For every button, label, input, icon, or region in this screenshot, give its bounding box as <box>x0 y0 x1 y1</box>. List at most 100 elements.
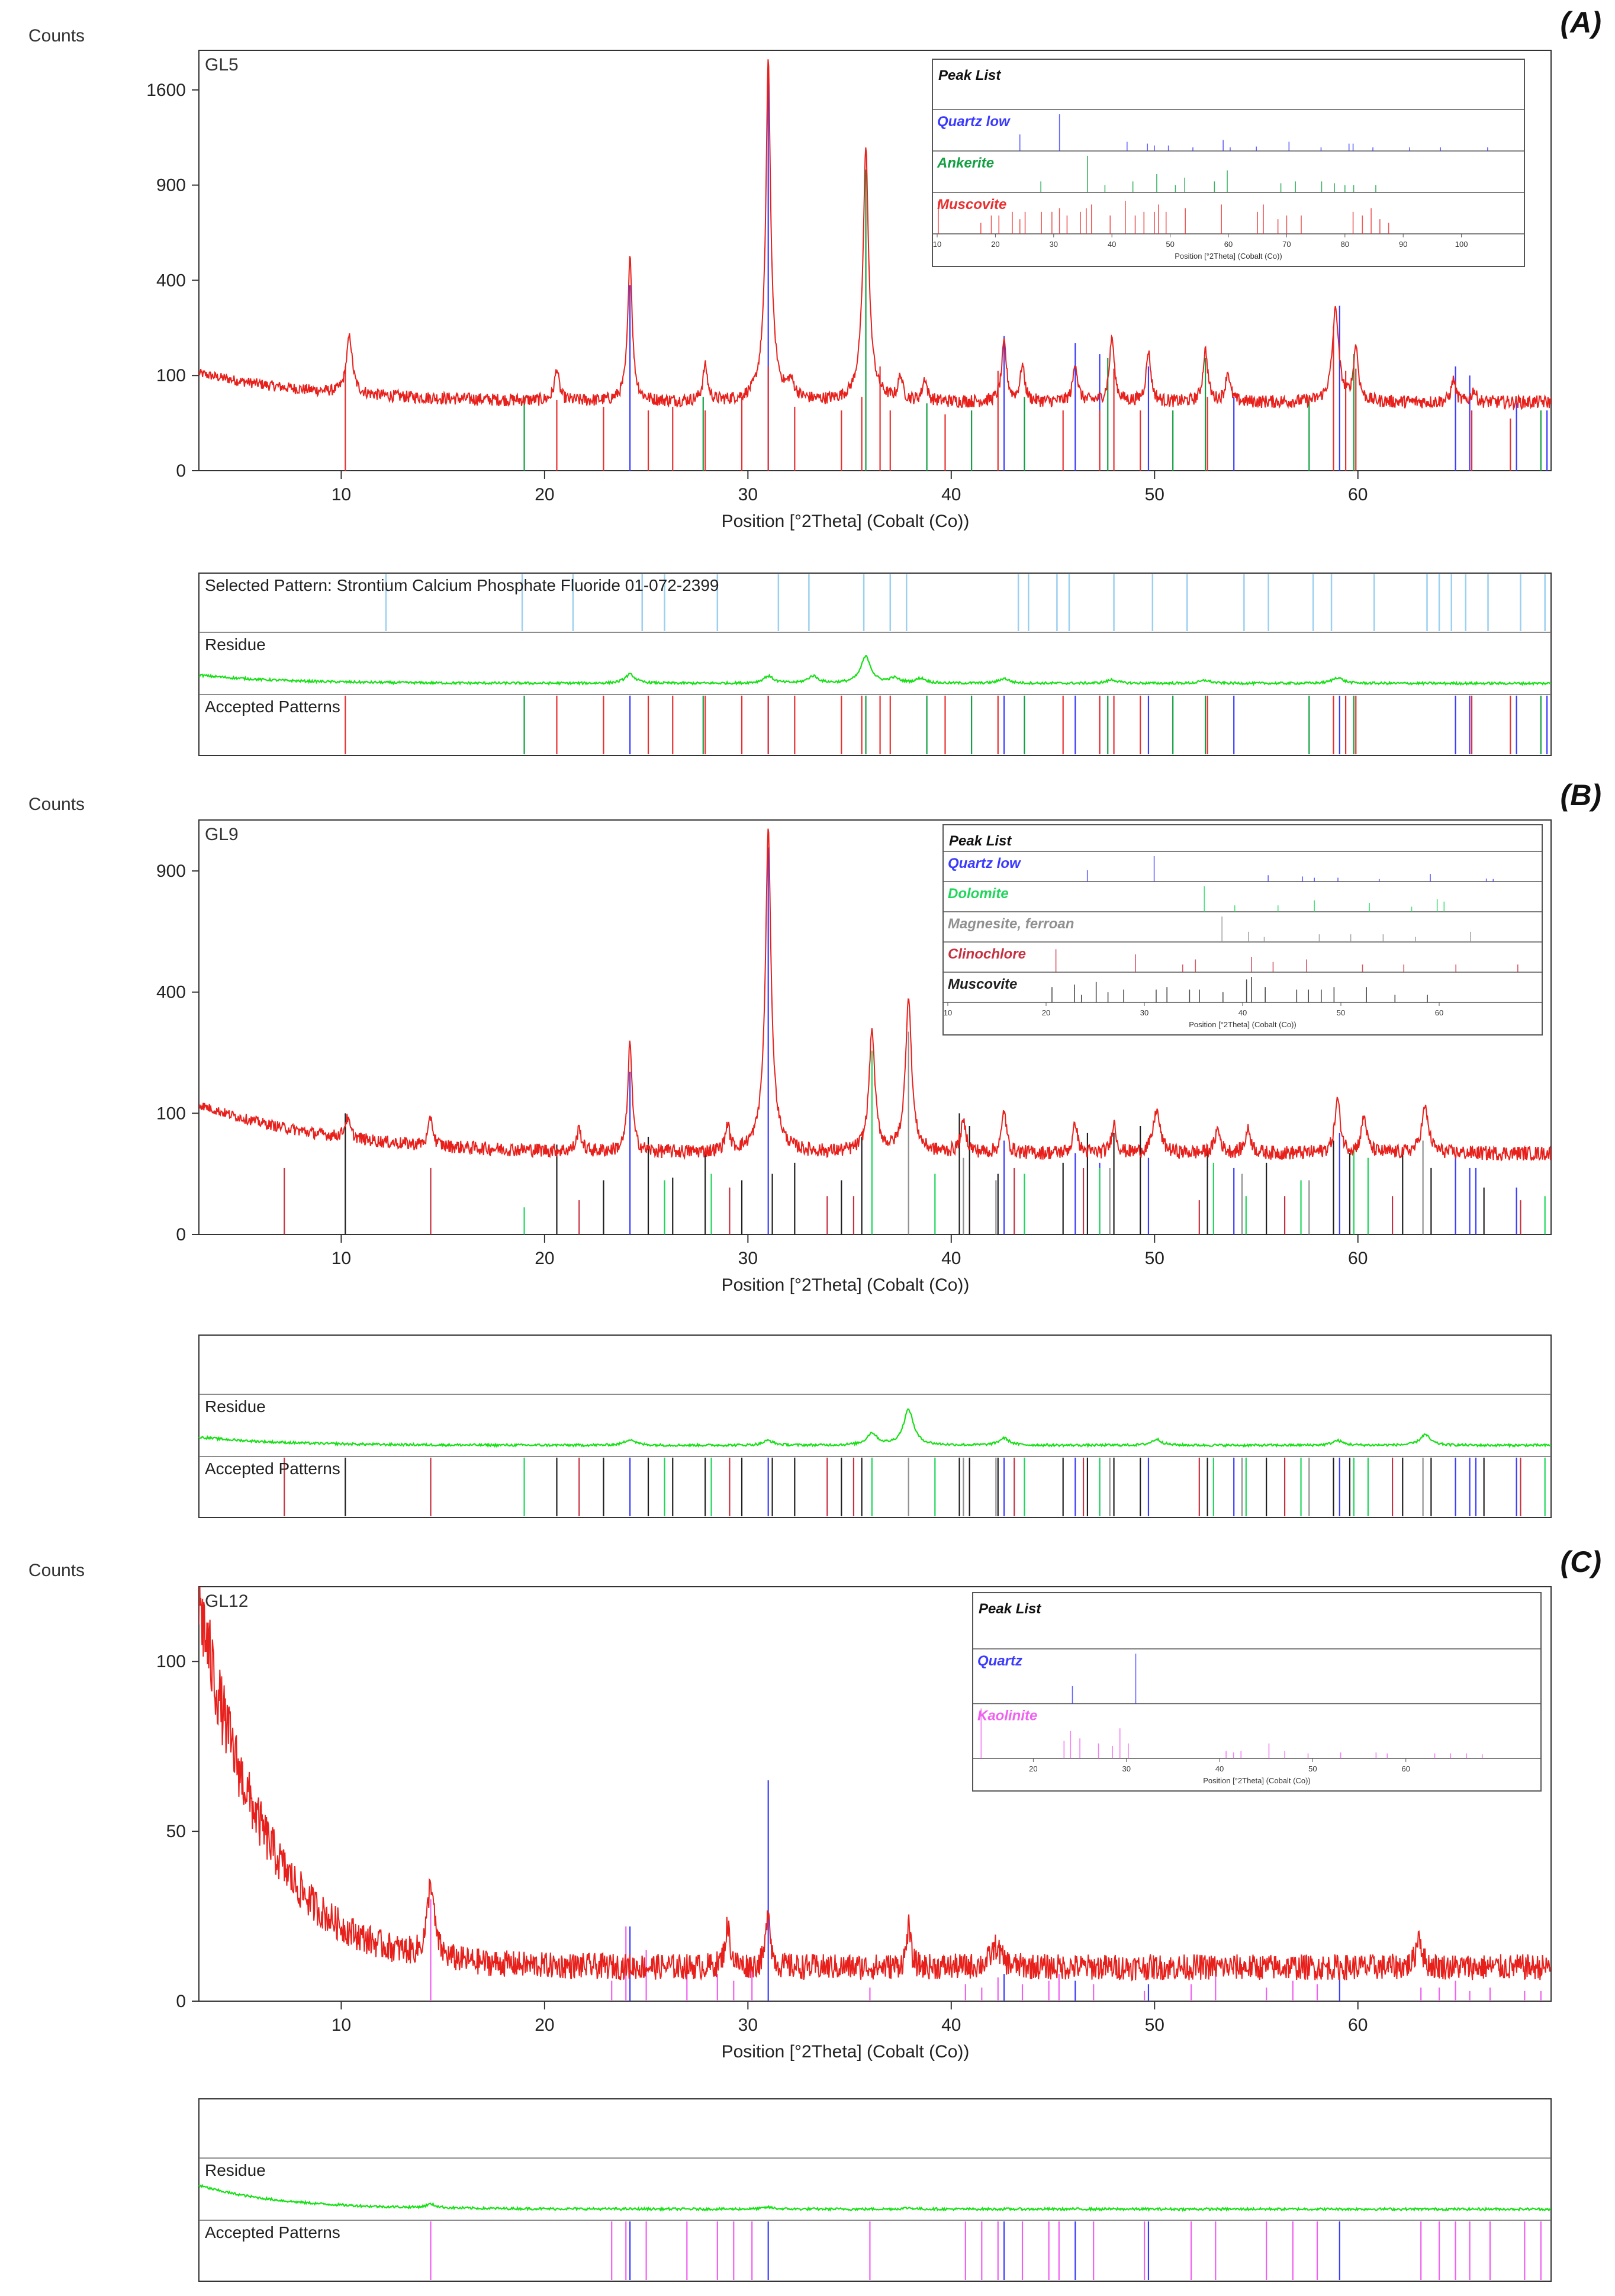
sample-label: GL5 <box>205 55 239 75</box>
y-tick-label: 0 <box>176 1992 186 2011</box>
inset-frame <box>932 59 1525 267</box>
x-axis-label: Position [°2Theta] (Cobalt (Co)) <box>722 1275 970 1295</box>
selected-pattern-label: Selected Pattern: Strontium Calcium Phos… <box>205 576 719 594</box>
x-tick-label: 30 <box>738 1249 758 1268</box>
inset-x-tick-label: 50 <box>1166 240 1174 249</box>
inset-row-label: Kaolinite <box>977 1708 1037 1724</box>
inset-frame <box>942 824 1543 1036</box>
y-tick-label: 0 <box>176 461 186 481</box>
x-axis-label: Position [°2Theta] (Cobalt (Co)) <box>722 2042 970 2062</box>
residue-line <box>198 1408 1552 1449</box>
inset-row-label: Muscovite <box>948 976 1017 992</box>
inset-row-label: Ankerite <box>937 155 994 171</box>
inset-x-tick-label: 20 <box>1029 1764 1037 1773</box>
x-tick-label: 10 <box>332 1249 351 1268</box>
x-tick-label: 40 <box>941 1249 961 1268</box>
y-tick-label: 100 <box>156 1104 186 1123</box>
inset-x-tick-label: 50 <box>1337 1008 1345 1017</box>
pattern-summary-panel: Residue Accepted Patterns <box>198 1334 1552 1518</box>
x-tick-label: 60 <box>1348 1249 1368 1268</box>
x-tick-label: 10 <box>332 2015 351 2035</box>
accepted-patterns-label: Accepted Patterns <box>205 1459 340 1478</box>
inset-x-tick-label: 50 <box>1308 1764 1317 1773</box>
inset-row-label: Muscovite <box>937 197 1006 213</box>
panel-gl5: (A) Counts GL5 0 100 400 900 1600 10 20 30 40 50 60 Po… <box>28 6 1601 756</box>
inset-x-tick-label: 30 <box>1122 1764 1130 1773</box>
inset-x-tick-label: 100 <box>1455 240 1468 249</box>
panel-gl9: (B) Counts GL9 0 100 400 900 10 20 30 40 50 60 Positi… <box>28 779 1601 1518</box>
x-axis-label: Position [°2Theta] (Cobalt (Co)) <box>722 512 970 531</box>
residue-label: Residue <box>205 1397 266 1416</box>
y-tick-label: 0 <box>176 1225 186 1245</box>
accepted-patterns-label: Accepted Patterns <box>205 2223 340 2242</box>
summary-frame <box>198 1334 1552 1518</box>
residue-label: Residue <box>205 2161 266 2179</box>
inset-x-tick-label: 40 <box>1215 1764 1224 1773</box>
x-tick-label: 40 <box>941 2015 961 2035</box>
diffraction-pattern-line <box>199 828 1551 1162</box>
peak-list-inset: Peak List Quartz low Ankerite Muscovite 10 20… <box>932 59 1525 267</box>
x-tick-label: 20 <box>535 2015 554 2035</box>
x-tick-label: 50 <box>1145 2015 1164 2035</box>
inset-x-tick-label: 30 <box>1050 240 1058 249</box>
inset-x-label: Position [°2Theta] (Cobalt (Co)) <box>1189 1020 1296 1029</box>
inset-row-label: Dolomite <box>948 886 1009 902</box>
inset-x-tick-label: 30 <box>1140 1008 1148 1017</box>
inset-x-tick-label: 60 <box>1224 240 1233 249</box>
inset-x-tick-label: 90 <box>1399 240 1407 249</box>
y-axis-label: Counts <box>28 1561 85 1580</box>
inset-title: Peak List <box>949 833 1012 849</box>
peak-list-inset: Peak List Quartz Kaolinite 20 30 40 50 60 Positi… <box>972 1592 1542 1792</box>
plot-area <box>199 828 1551 1234</box>
diffraction-pattern-line <box>199 1587 1551 1982</box>
inset-title: Peak List <box>938 67 1001 83</box>
y-tick-label: 900 <box>156 861 186 881</box>
y-tick-label: 1600 <box>146 81 186 100</box>
inset-x-label: Position [°2Theta] (Cobalt (Co)) <box>1203 1776 1311 1785</box>
y-tick-label: 400 <box>156 983 186 1002</box>
inset-row-label: Clinochlore <box>948 946 1026 962</box>
y-tick-label: 400 <box>156 271 186 290</box>
plot-area <box>199 1587 1551 2001</box>
inset-row-label: Quartz low <box>948 856 1021 872</box>
panel-tag: (A) <box>1561 6 1601 39</box>
sample-label: GL12 <box>205 1591 248 1611</box>
panel-gl12: (C) Counts GL12 0 50 100 10 20 30 40 50 60 Position … <box>28 1545 1601 2282</box>
x-tick-label: 50 <box>1145 485 1164 504</box>
inset-row-label: Quartz <box>977 1653 1022 1669</box>
inset-x-tick-label: 10 <box>933 240 941 249</box>
x-tick-label: 10 <box>332 485 351 504</box>
summary-frame <box>198 2098 1552 2282</box>
residue-line <box>198 2184 1552 2213</box>
x-tick-label: 20 <box>535 1249 554 1268</box>
inset-x-tick-label: 20 <box>991 240 999 249</box>
y-tick-label: 900 <box>156 176 186 195</box>
inset-x-tick-label: 10 <box>944 1008 952 1017</box>
panel-tag: (B) <box>1561 779 1601 812</box>
inset-x-tick-label: 40 <box>1238 1008 1247 1017</box>
inset-row-label: Quartz low <box>937 114 1011 130</box>
residue-label: Residue <box>205 635 266 654</box>
y-tick-label: 100 <box>156 1652 186 1671</box>
x-tick-label: 30 <box>738 2015 758 2035</box>
x-tick-label: 30 <box>738 485 758 504</box>
y-tick-label: 50 <box>166 1822 186 1841</box>
y-axis-label: Counts <box>28 26 85 46</box>
y-tick-label: 100 <box>156 366 186 385</box>
summary-frame <box>198 573 1552 756</box>
x-tick-label: 50 <box>1145 1249 1164 1268</box>
inset-x-tick-label: 60 <box>1401 1764 1410 1773</box>
y-axis-label: Counts <box>28 795 85 814</box>
panel-tag: (C) <box>1561 1545 1601 1578</box>
inset-x-tick-label: 40 <box>1108 240 1116 249</box>
x-tick-label: 60 <box>1348 2015 1368 2035</box>
x-tick-label: 40 <box>941 485 961 504</box>
inset-title: Peak List <box>979 1601 1041 1617</box>
inset-x-tick-label: 60 <box>1435 1008 1443 1017</box>
inset-x-tick-label: 70 <box>1282 240 1291 249</box>
x-tick-label: 20 <box>535 485 554 504</box>
inset-frame <box>972 1592 1542 1792</box>
inset-x-tick-label: 20 <box>1042 1008 1050 1017</box>
accepted-patterns-label: Accepted Patterns <box>205 697 340 716</box>
